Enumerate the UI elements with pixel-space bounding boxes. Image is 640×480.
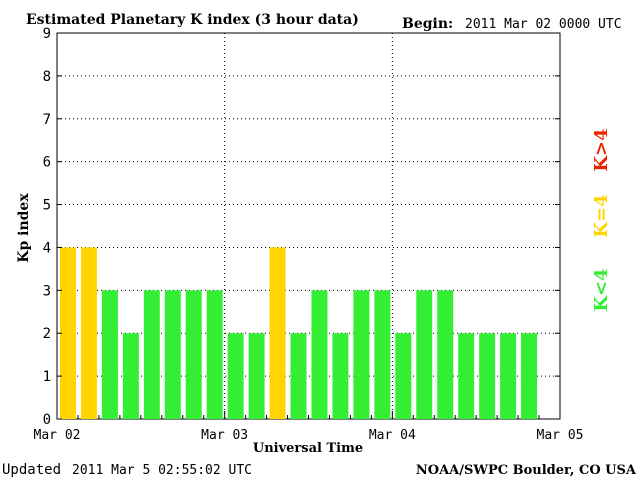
bars	[60, 247, 538, 419]
y-tick-label: 3	[43, 283, 51, 299]
kp-bar	[227, 333, 244, 419]
begin-label: Begin:	[402, 16, 453, 32]
kp-bar	[248, 333, 265, 419]
y-tick-label: 9	[43, 26, 51, 42]
legend-item-low: K<4	[591, 268, 612, 311]
kp-bar	[80, 247, 97, 419]
plot-area	[56, 32, 561, 420]
kp-bar	[353, 290, 370, 419]
x-tick-label: Mar 03	[201, 428, 248, 443]
chart-title: Estimated Planetary K index (3 hour data…	[26, 12, 359, 28]
x-tick-label: Mar 04	[369, 428, 416, 443]
y-tick-label: 4	[43, 240, 51, 256]
kp-bar	[60, 247, 76, 419]
kp-bar	[101, 290, 118, 419]
kp-bar	[143, 290, 160, 419]
x-tick-label: Mar 02	[34, 428, 81, 443]
updated-value: 2011 Mar 5 02:55:02 UTC	[72, 463, 252, 478]
kp-bar	[122, 333, 139, 419]
begin-value: 2011 Mar 02 0000 UTC	[465, 17, 622, 32]
y-tick-label: 5	[43, 198, 51, 214]
x-tick-label: Mar 05	[537, 428, 584, 443]
kp-bar	[521, 333, 538, 419]
kp-bar	[458, 333, 475, 419]
kp-bar	[416, 290, 433, 419]
kp-bar	[500, 333, 517, 419]
kp-bar	[185, 290, 202, 419]
kp-bar	[479, 333, 496, 419]
y-tick-label: 7	[43, 112, 51, 128]
kp-bar	[311, 290, 328, 419]
y-tick-label: 2	[43, 326, 51, 342]
y-axis-ticks: 0 1 2 3 4 5 6 7 8 9	[43, 26, 560, 428]
y-tick-label: 1	[43, 369, 51, 385]
y-tick-label: 6	[43, 155, 51, 171]
kp-bar	[374, 290, 391, 419]
kp-bar	[437, 290, 454, 419]
grid-lines	[57, 33, 560, 419]
kp-bar	[332, 333, 349, 419]
x-axis-ticks: Mar 02 Mar 03 Mar 04 Mar 05	[34, 411, 584, 443]
y-axis-label: Kp index	[16, 193, 32, 263]
kp-bar	[395, 333, 412, 419]
kp-bar	[206, 290, 223, 419]
x-axis-label: Universal Time	[253, 441, 363, 456]
y-tick-label: 8	[43, 69, 51, 85]
updated-label: Updated	[2, 462, 61, 478]
credit-text: NOAA/SWPC Boulder, CO USA	[416, 463, 637, 478]
legend-item-high: K>4	[591, 128, 612, 171]
kp-bar	[164, 290, 181, 419]
kp-bar	[269, 247, 286, 419]
y-tick-label: 0	[43, 412, 51, 428]
legend-item-equal: K=4	[591, 194, 612, 237]
kp-bar	[290, 333, 307, 419]
